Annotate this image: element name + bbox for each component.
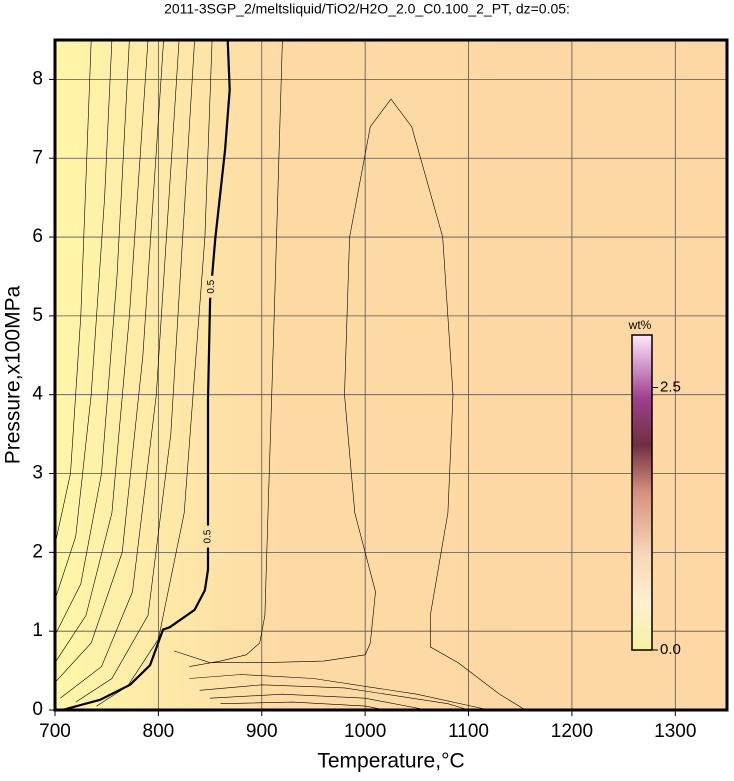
x-tick-label: 1200 <box>551 721 593 742</box>
y-tick-label: 4 <box>32 384 43 405</box>
y-tick-label: 1 <box>32 620 43 641</box>
contour-line <box>54 39 92 545</box>
y-tick-label: 0 <box>32 699 43 720</box>
contour-line <box>54 39 149 663</box>
x-tick-label: 900 <box>246 721 278 742</box>
plot-frame <box>53 38 729 712</box>
contour-line <box>96 39 213 707</box>
y-tick-label: 7 <box>32 147 43 168</box>
contour-line <box>189 39 283 667</box>
x-tick-label: 700 <box>39 721 71 742</box>
contour-line <box>54 39 130 636</box>
x-tick-label: 800 <box>143 721 175 742</box>
contour-label-bg <box>206 275 217 298</box>
y-tick-label: 8 <box>32 68 43 89</box>
contour-line <box>220 701 386 711</box>
contour-label: 0.5 <box>206 279 217 293</box>
contour-line <box>173 98 526 711</box>
plot-background <box>55 40 727 710</box>
contour-line <box>54 39 164 683</box>
contour-line <box>189 674 490 711</box>
x-tick-label: 1000 <box>344 721 386 742</box>
contour-label-bg <box>203 525 214 548</box>
contour-line <box>60 39 180 699</box>
contour-line <box>199 684 469 711</box>
contour-label: 0.5 <box>203 529 214 543</box>
y-tick-label: 2 <box>32 541 43 562</box>
contour-line <box>75 39 195 703</box>
contour-line <box>210 693 428 711</box>
x-tick-label: 1300 <box>654 721 696 742</box>
x-tick-label: 1100 <box>448 721 489 742</box>
colorbar-tick-label: 2.5 <box>660 378 681 395</box>
y-tick-label: 6 <box>32 226 43 247</box>
contour-line <box>54 39 113 600</box>
colorbar-label: wt% <box>628 318 652 332</box>
y-tick-label: 5 <box>32 305 43 326</box>
chart-title: 2011-3SGP_2/meltsliquid/TiO2/H2O_2.0_C0.… <box>164 1 570 17</box>
x-axis-label: Temperature,°C <box>317 750 464 773</box>
y-tick-label: 3 <box>32 463 43 484</box>
colorbar-tick-label: 0.0 <box>660 641 681 658</box>
colorbar <box>631 334 653 651</box>
y-axis-label: Pressure,x100MPa <box>2 285 25 464</box>
contour-line <box>61 39 231 712</box>
